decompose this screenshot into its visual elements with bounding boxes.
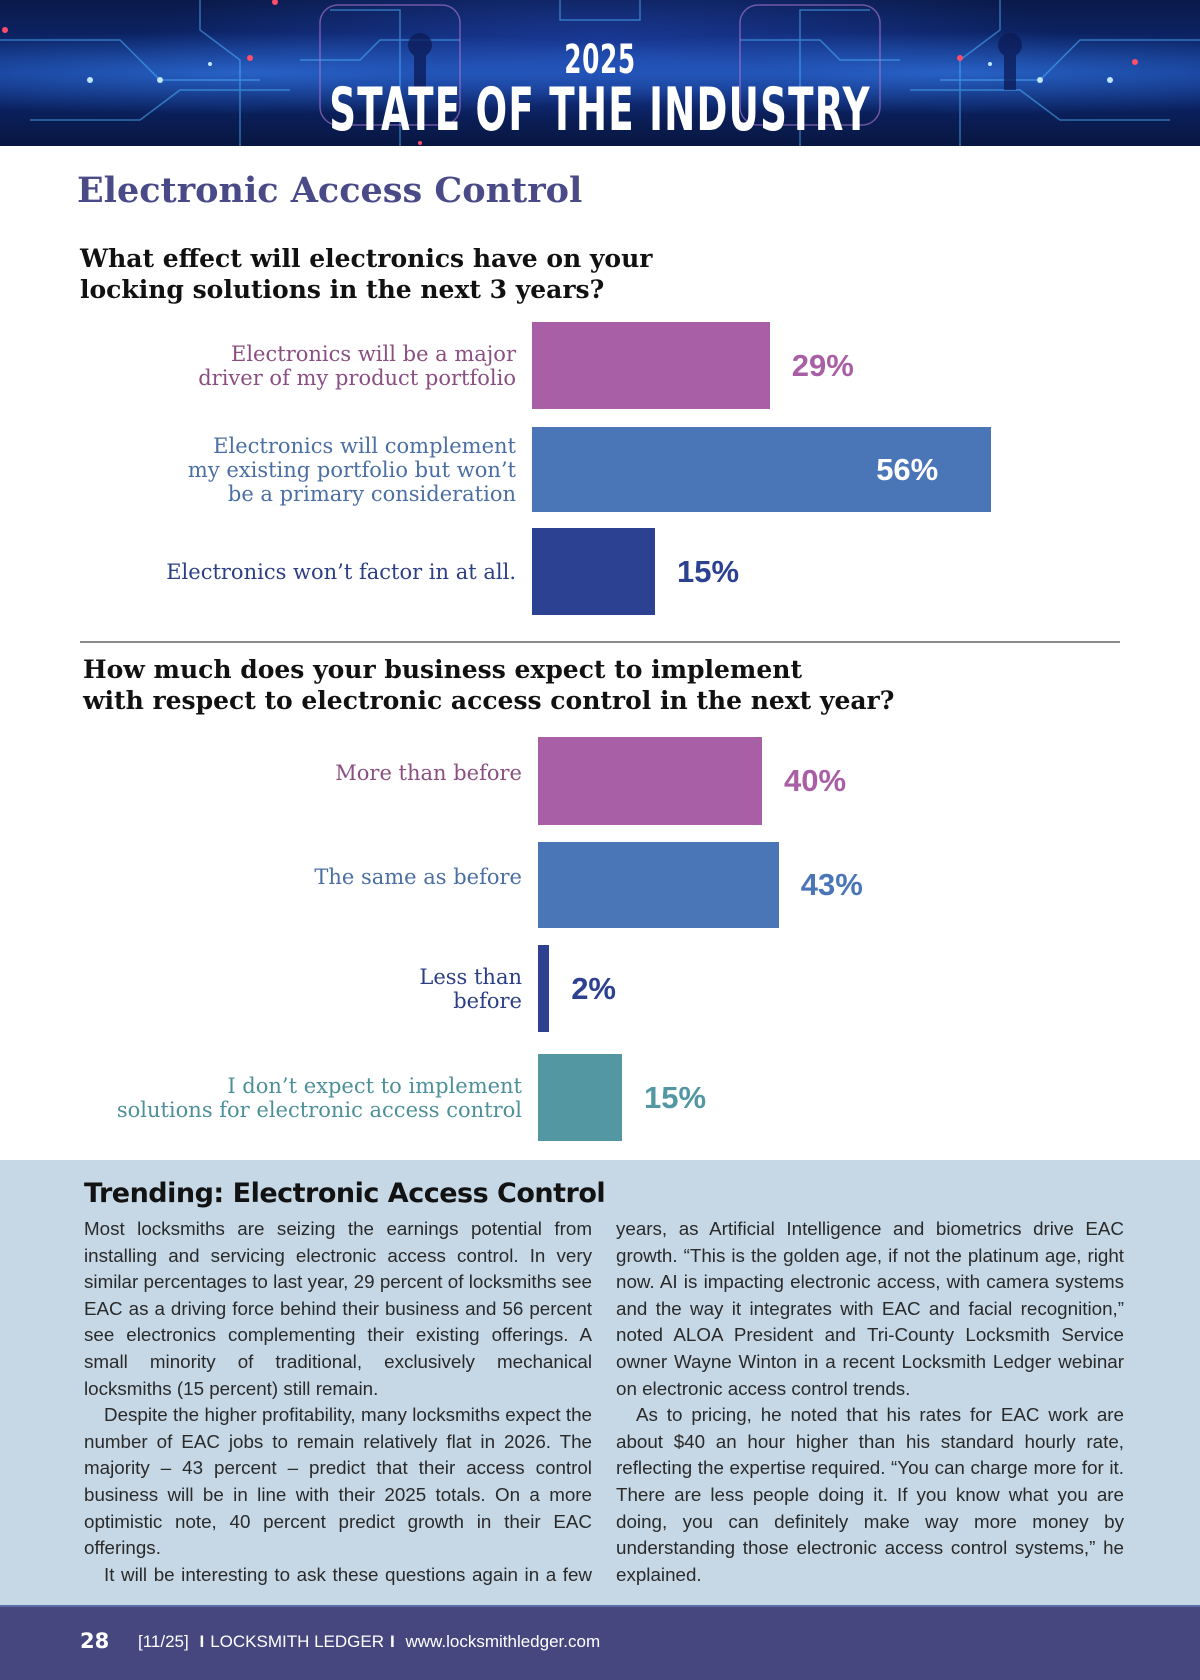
chart-1-title: What effect will electronics have on you… <box>80 243 652 305</box>
publication-name: LOCKSMITH LEDGER <box>210 1632 385 1651</box>
article-paragraph: Most locksmiths are seizing the earnings… <box>84 1218 592 1399</box>
chart-2-title-line: How much does your business expect to im… <box>83 655 803 684</box>
article-column-right: years, as Artificial Intelligence and bi… <box>616 1216 1124 1588</box>
article-column-left: Most locksmiths are seizing the earnings… <box>84 1216 592 1588</box>
website-link[interactable]: www.locksmithledger.com <box>405 1632 601 1651</box>
footer-separator: I <box>199 1632 205 1651</box>
issue-date: [11/25] <box>138 1632 189 1651</box>
chart-2-data-label: 2% <box>571 970 616 1006</box>
section-divider <box>80 641 1120 643</box>
category-label-line: my existing portfolio but won’t <box>187 457 516 482</box>
article-paragraph: It will be interesting to ask these ques… <box>104 1563 592 1585</box>
chart-2-bar <box>538 1054 622 1141</box>
category-label-line: The same as before <box>314 865 522 889</box>
category-label-line: driver of my product portfolio <box>198 365 516 390</box>
chart-1-bar <box>532 528 655 615</box>
category-label-line: More than before <box>335 761 522 785</box>
category-label-line: before <box>453 988 522 1013</box>
chart-2-bar <box>538 945 550 1032</box>
chart-2-title-line: with respect to electronic access contro… <box>83 686 895 715</box>
article-title: Trending: Electronic Access Control <box>84 1178 606 1209</box>
chart-2-category-label: The same as before <box>102 865 522 889</box>
chart-2-data-label: 15% <box>644 1079 707 1115</box>
banner-title: STATE OF THE INDUSTRY <box>329 75 871 145</box>
chart-1-bar <box>532 322 770 409</box>
footer-separator: I <box>390 1632 395 1651</box>
page-footer: 28 [11/25] I LOCKSMITH LEDGER I www.locksm… <box>0 1605 1200 1680</box>
chart-2-category-label: I don’t expect to implement solutions for… <box>102 1074 522 1122</box>
chart-1-bar <box>532 427 992 512</box>
category-label-line: Less than <box>419 964 522 989</box>
chart-2-category-label: More than before <box>102 761 522 785</box>
header-banner: 2025 STATE OF THE INDUSTRY <box>0 0 1200 146</box>
chart-1-category-label: Electronics won’t factor in at all. <box>96 560 516 584</box>
article-paragraph: years, as Artificial Intelligence and bi… <box>616 1218 1124 1399</box>
chart-2-bar <box>538 842 779 928</box>
chart-1-data-label: 29% <box>791 347 854 383</box>
chart-1-category-label: Electronics will complement my existing p… <box>96 434 516 506</box>
article-panel: Trending: Electronic Access Control Most… <box>0 1160 1200 1605</box>
category-label-line: I don’t expect to implement <box>227 1073 522 1098</box>
category-label-line: be a primary consideration <box>227 481 516 506</box>
chart-2-title: How much does your business expect to im… <box>83 654 894 716</box>
footer-meta: [11/25] I LOCKSMITH LEDGER I www.locksmith… <box>138 1632 600 1652</box>
chart-1-category-label: Electronics will be a major driver of my … <box>96 342 516 390</box>
chart-2-category-label: Less than before <box>102 965 522 1013</box>
category-label-line: Electronics will be a major <box>231 341 516 366</box>
page-number: 28 <box>80 1629 110 1653</box>
chart-2-data-label: 40% <box>784 763 847 798</box>
chart-1-title-line: locking solutions in the next 3 years? <box>80 275 605 304</box>
chart-1-data-label: 56% <box>876 451 939 487</box>
article-paragraph: Despite the higher profitability, many l… <box>84 1404 592 1559</box>
category-label-line: Electronics will complement <box>213 433 516 458</box>
chart-1-title-line: What effect will electronics have on you… <box>80 244 653 273</box>
section-title: Electronic Access Control <box>77 170 583 211</box>
chart-1-data-label: 15% <box>677 553 740 589</box>
chart-2-bar <box>538 737 762 825</box>
category-label-line: Electronics won’t factor in at all. <box>166 559 516 584</box>
chart-2-data-label: 43% <box>800 867 863 902</box>
banner-year: 2025 <box>564 37 636 83</box>
circuit-background-graphic <box>0 0 1200 146</box>
category-label-line: solutions for electronic access control <box>116 1097 522 1122</box>
article-paragraph: As to pricing, he noted that his rates f… <box>616 1404 1124 1585</box>
